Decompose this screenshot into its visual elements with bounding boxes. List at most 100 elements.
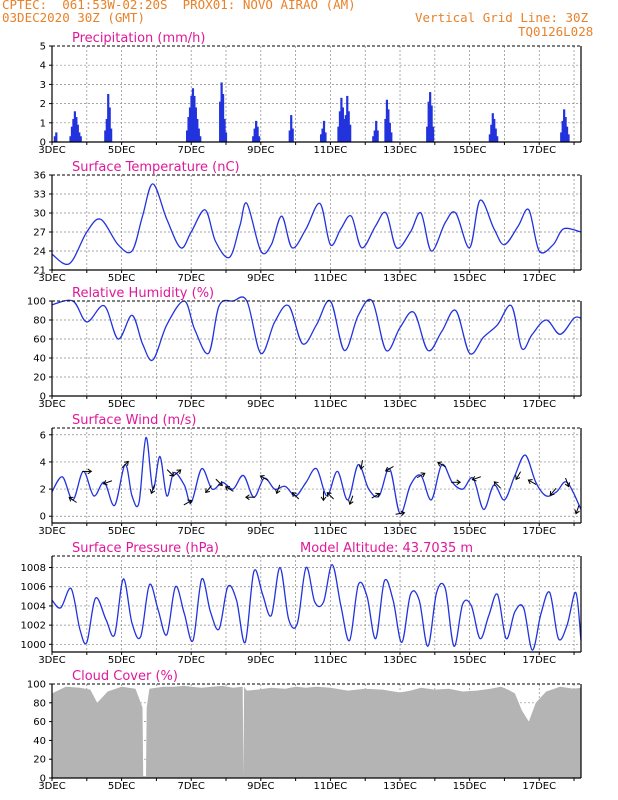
x-tick-label: 9DEC bbox=[247, 273, 274, 284]
precip-bar bbox=[426, 126, 429, 142]
x-tick-label: 9DEC bbox=[247, 145, 274, 156]
precip-bar bbox=[220, 82, 223, 142]
x-tick-label: 11DEC bbox=[314, 145, 348, 156]
wind-arrow-head bbox=[348, 499, 354, 505]
y-tick-label: 100 bbox=[27, 297, 46, 308]
precip-bar bbox=[69, 136, 72, 142]
wind-arrow-shaft bbox=[493, 481, 502, 489]
wind-arrow-shaft bbox=[225, 486, 234, 492]
wind-arrow-head bbox=[123, 460, 129, 466]
panel-rh: 0 20 40 60 80 100 3DEC 5DEC 7DEC 9DEC 11DEC 13DEC 15… bbox=[27, 286, 582, 410]
precip-bar bbox=[108, 107, 111, 142]
x-tick-label: 9DEC bbox=[247, 781, 274, 792]
precip-bar bbox=[564, 117, 567, 142]
wind-arrow-shaft bbox=[292, 492, 300, 500]
precip-bar bbox=[187, 117, 190, 142]
precip-bar bbox=[321, 128, 324, 142]
wind-arrow-head bbox=[515, 475, 521, 481]
wind-arrow bbox=[183, 499, 193, 506]
x-tick-label: 17DEC bbox=[522, 273, 556, 284]
wind-arrow-shaft bbox=[150, 484, 155, 494]
x-tick-label: 7DEC bbox=[178, 781, 205, 792]
x-tick-label: 17DEC bbox=[522, 526, 556, 537]
wind-arrow-head bbox=[564, 482, 571, 488]
wind-arrow-head bbox=[527, 479, 533, 485]
panel-temp: 21 24 27 30 33 36 3DEC 5DEC 7DEC 9DEC 11DEC 13DEC 15… bbox=[33, 160, 582, 284]
precip-bar bbox=[344, 115, 347, 142]
y-tick-label: 60 bbox=[33, 335, 46, 346]
precip-bar bbox=[110, 128, 113, 142]
precip-bar bbox=[257, 136, 261, 142]
header-model-id: TQ0126L028 bbox=[518, 24, 594, 39]
x-tick-label: 5DEC bbox=[108, 273, 135, 284]
precip-bar bbox=[560, 132, 563, 142]
wind-arrow bbox=[291, 492, 300, 500]
x-tick-label: 11DEC bbox=[314, 273, 348, 284]
temp-title: Surface Temperature (nC) bbox=[72, 160, 240, 175]
precip-bar bbox=[219, 101, 222, 142]
model-altitude-annotation: Model Altitude: 43.7035 m bbox=[300, 541, 473, 556]
x-tick-label: 7DEC bbox=[178, 655, 205, 666]
precip-bar bbox=[338, 111, 342, 142]
x-tick-label: 7DEC bbox=[178, 145, 205, 156]
wind-arrow bbox=[564, 477, 571, 488]
precip-bar bbox=[384, 118, 387, 142]
x-tick-label: 5DEC bbox=[108, 526, 135, 537]
precip-bar bbox=[75, 117, 78, 142]
y-tick-label: 60 bbox=[33, 717, 46, 728]
x-tick-label: 9DEC bbox=[247, 526, 274, 537]
wind-arrow-shaft bbox=[205, 485, 212, 493]
cloud-title: Cloud Cover (%) bbox=[72, 669, 178, 684]
wind-arrow bbox=[215, 478, 223, 487]
y-tick-label: 2 bbox=[40, 485, 46, 496]
wind-arrow-head bbox=[149, 489, 156, 495]
wind-arrow bbox=[320, 491, 327, 502]
precip-bar bbox=[55, 132, 58, 142]
y-tick-label: 1000 bbox=[21, 640, 46, 651]
wind-arrow bbox=[395, 510, 406, 517]
wind-arrow bbox=[245, 494, 255, 501]
precip-bar bbox=[221, 94, 225, 142]
x-tick-label: 15DEC bbox=[453, 655, 487, 666]
wind-arrow bbox=[149, 484, 156, 495]
y-tick-label: 80 bbox=[33, 316, 46, 327]
wind-arrow-head bbox=[169, 471, 175, 477]
x-tick-label: 17DEC bbox=[522, 145, 556, 156]
x-tick-label: 5DEC bbox=[108, 655, 135, 666]
temp-series-line bbox=[51, 183, 582, 266]
y-tick-label: 6 bbox=[40, 430, 46, 441]
x-tick-label: 5DEC bbox=[108, 399, 135, 410]
wind-arrow-shaft bbox=[166, 469, 174, 477]
wind-arrow bbox=[121, 460, 129, 469]
wind-arrow-shaft bbox=[549, 488, 557, 496]
panel-pres: 1000 1002 1004 1006 1008 3DEC 5DEC 7DEC 9DEC 11DE… bbox=[21, 541, 582, 666]
y-tick-label: 40 bbox=[33, 354, 46, 365]
y-tick-label: 30 bbox=[33, 209, 46, 220]
y-tick-label: 5 bbox=[40, 42, 46, 53]
precip-bar bbox=[79, 136, 82, 142]
precip-bar bbox=[185, 130, 189, 142]
wind-arrow bbox=[437, 461, 446, 468]
y-tick-label: 0 bbox=[40, 774, 46, 785]
wind-arrow bbox=[326, 492, 334, 500]
wind-arrow-shaft bbox=[416, 472, 426, 479]
wind-arrow-shaft bbox=[173, 469, 182, 477]
precip-bar bbox=[337, 126, 340, 142]
precip-bar bbox=[196, 118, 199, 142]
precip-bar bbox=[491, 113, 494, 142]
x-tick-label: 13DEC bbox=[383, 781, 417, 792]
x-tick-label: 13DEC bbox=[383, 526, 417, 537]
x-tick-label: 17DEC bbox=[522, 781, 556, 792]
wind-arrow-head bbox=[259, 475, 265, 481]
precip-bar bbox=[70, 126, 74, 142]
x-tick-label: 17DEC bbox=[522, 655, 556, 666]
precip-bar bbox=[197, 128, 200, 142]
x-tick-label: 17DEC bbox=[522, 399, 556, 410]
wind-title: Surface Wind (m/s) bbox=[72, 413, 196, 428]
precip-bar bbox=[78, 132, 81, 142]
x-tick-label: 9DEC bbox=[247, 399, 274, 410]
precip-bar bbox=[223, 118, 226, 142]
wind-arrow-head bbox=[384, 466, 390, 472]
x-tick-label: 5DEC bbox=[108, 145, 135, 156]
